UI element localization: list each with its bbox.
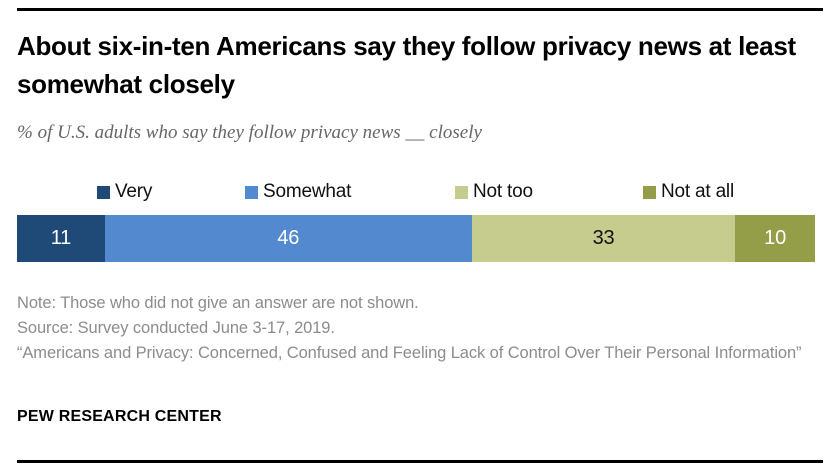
bar-value-very: 11	[50, 227, 72, 249]
chart-legend: Very Somewhat Not too Not at all	[17, 181, 815, 203]
bar-value-not-at-all: 10	[764, 227, 786, 249]
legend-item-very: Very	[97, 181, 152, 203]
bar-segment-not-at-all: 10	[735, 215, 815, 262]
top-divider	[17, 8, 823, 11]
bar-value-not-too: 33	[592, 227, 615, 249]
legend-item-somewhat: Somewhat	[245, 181, 351, 203]
legend-label-somewhat: Somewhat	[263, 181, 352, 202]
legend-swatch-not-at-all-icon	[643, 185, 656, 199]
legend-label-not-at-all: Not at all	[661, 181, 734, 202]
chart-notes: Note: Those who did not give an answer a…	[17, 291, 817, 366]
legend-swatch-very-icon	[97, 185, 110, 199]
bar-segment-not-too: 33	[471, 215, 736, 262]
brand-footer: PEW RESEARCH CENTER	[17, 408, 222, 425]
bar-segment-very: 11	[17, 215, 105, 262]
report-title-line: “Americans and Privacy: Concerned, Confu…	[17, 344, 802, 362]
legend-item-not-at-all: Not at all	[643, 181, 734, 203]
legend-label-very: Very	[115, 181, 153, 202]
bottom-divider	[17, 460, 823, 463]
legend-item-not-too: Not too	[455, 181, 533, 203]
bar-segment-somewhat: 46	[104, 215, 472, 262]
legend-swatch-not-too-icon	[455, 185, 468, 199]
legend-label-not-too: Not too	[473, 181, 533, 202]
chart-subtitle: % of U.S. adults who say they follow pri…	[17, 122, 482, 143]
stacked-bar: 11 46 33 10	[17, 215, 815, 262]
source-line: Source: Survey conducted June 3-17, 2019…	[17, 319, 335, 337]
bar-value-somewhat: 46	[277, 227, 300, 249]
note-line: Note: Those who did not give an answer a…	[17, 294, 419, 312]
legend-swatch-somewhat-icon	[245, 185, 258, 199]
chart-title: About six-in-ten Americans say they foll…	[17, 31, 796, 99]
